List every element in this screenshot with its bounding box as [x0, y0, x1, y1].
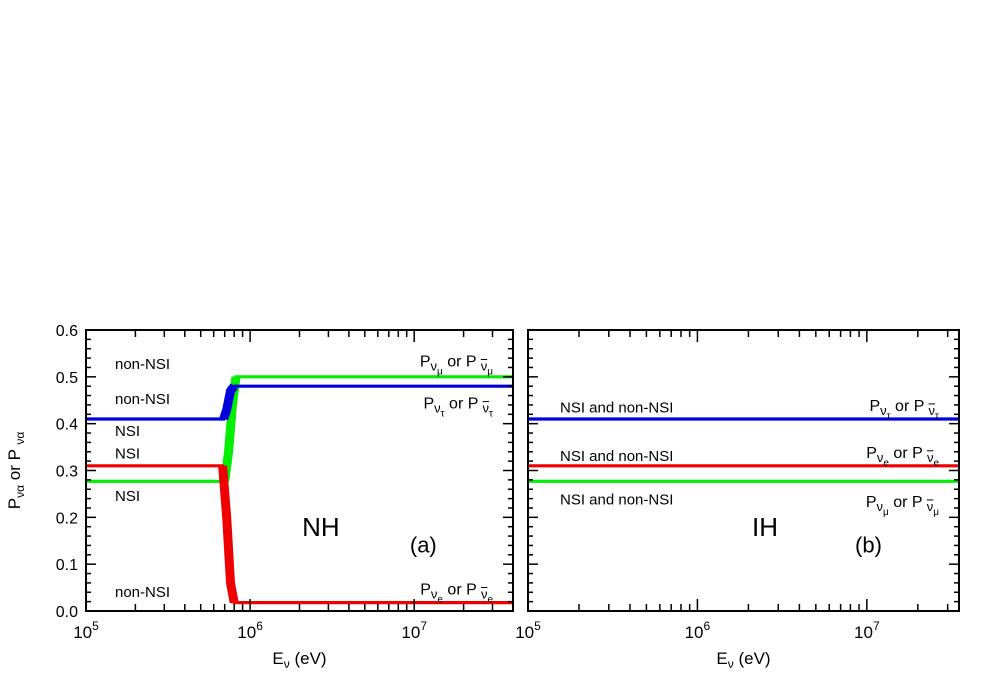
- antinu-subscript: ν: [929, 403, 936, 418]
- prob-symbol: P: [866, 494, 877, 511]
- y-tick-label: 0.3: [56, 464, 78, 481]
- x-tick-label: 105: [515, 619, 541, 642]
- y-tick-label: 0.1: [56, 557, 78, 574]
- x-axis-label: Eν (eV): [272, 649, 326, 671]
- antinu-subscript: ν: [927, 499, 934, 514]
- flavor-subscript: τ: [441, 409, 445, 420]
- tick-exponent: 5: [92, 619, 99, 633]
- tick-base: 10: [854, 623, 873, 642]
- flavor-subscript: τ: [935, 411, 939, 422]
- series-annotation: NSI and non-NSI: [560, 448, 673, 465]
- flavor-label-μ: Pνμ or P νμ: [866, 494, 939, 518]
- series-annotation: NSI and non-NSI: [560, 399, 673, 416]
- x-label-main: E: [272, 649, 283, 668]
- nu-subscript: ν: [431, 587, 438, 602]
- nu-subscript: ν: [431, 358, 438, 373]
- antinu-subscript: ν: [481, 358, 488, 373]
- x-tick-label: 107: [854, 619, 880, 642]
- flavor-subscript: μ: [933, 507, 939, 518]
- transition-band-e: [218, 465, 239, 604]
- nu-subscript: ν: [877, 450, 884, 465]
- antinu-subscript: ν: [481, 587, 488, 602]
- flavor-label-τ: Pντ or P ντ: [869, 398, 939, 422]
- y-tick-label: 0.4: [56, 417, 78, 434]
- tick-exponent: 7: [873, 619, 880, 633]
- tick-exponent: 6: [256, 619, 263, 633]
- y-tick-label: 0.6: [56, 323, 78, 340]
- flavor-label-τ: Pντ or P ντ: [423, 396, 493, 420]
- series-annotation: NSI: [115, 423, 140, 440]
- antinu-subscript: ν: [483, 401, 490, 416]
- x-axis-label: Eν (eV): [716, 649, 770, 671]
- x-tick-label: 105: [73, 619, 99, 642]
- series-annotation: NSI: [115, 446, 140, 463]
- flavor-label-e: Pνe or P νe: [420, 582, 493, 606]
- transition-band-τ: [219, 383, 238, 421]
- or-text: or P: [891, 398, 929, 415]
- panel-label: (a): [410, 532, 437, 557]
- or-text: or P: [445, 396, 483, 413]
- or-text: or P: [443, 582, 481, 599]
- x-label-sub: ν: [728, 657, 734, 671]
- y-axis-label: Pνα or P να: [5, 432, 27, 510]
- x-label-unit: (eV): [290, 649, 327, 668]
- prob-symbol: P: [869, 398, 880, 415]
- or-text: or P: [443, 353, 481, 370]
- x-label-main: E: [716, 649, 727, 668]
- y-label-bar-sub: να: [13, 432, 27, 445]
- series-annotation: NSI: [115, 488, 140, 505]
- nu-subscript: ν: [434, 401, 441, 416]
- flavor-label-μ: Pνμ or P νμ: [420, 353, 493, 377]
- tick-exponent: 6: [704, 619, 711, 633]
- axes-frame: [527, 329, 960, 612]
- tick-base: 10: [401, 623, 420, 642]
- flavor-subscript: μ: [883, 507, 889, 518]
- hierarchy-label: IH: [752, 512, 778, 542]
- tick-exponent: 7: [420, 619, 427, 633]
- tick-base: 10: [237, 623, 256, 642]
- prob-symbol: P: [866, 445, 877, 462]
- hierarchy-label: NH: [302, 512, 340, 542]
- flavor-label-e: Pνe or P νe: [866, 445, 939, 469]
- y-tick-label: 0.0: [56, 604, 78, 621]
- panel-label: (b): [855, 532, 882, 557]
- flavor-subscript: μ: [437, 366, 443, 377]
- or-text: or P: [889, 494, 927, 511]
- y-tick-label: 0.5: [56, 370, 78, 387]
- tick-base: 10: [515, 623, 534, 642]
- series-annotation: non-NSI: [115, 584, 170, 601]
- y-label-sub: να: [13, 485, 27, 498]
- flavor-subscript: e: [933, 458, 939, 469]
- flavor-subscript: e: [487, 595, 493, 606]
- flavor-subscript: e: [883, 458, 889, 469]
- tick-base: 10: [685, 623, 704, 642]
- x-label-unit: (eV): [734, 649, 771, 668]
- or-text: or P: [889, 445, 927, 462]
- series-annotation: non-NSI: [115, 391, 170, 408]
- prob-symbol: P: [420, 353, 431, 370]
- tick-exponent: 5: [534, 619, 541, 633]
- series-annotation: non-NSI: [115, 356, 170, 373]
- x-tick-label: 106: [237, 619, 263, 642]
- tick-base: 10: [73, 623, 92, 642]
- series-annotation: NSI and non-NSI: [560, 492, 673, 509]
- flavor-subscript: e: [437, 595, 443, 606]
- y-label-or: or P: [5, 445, 24, 485]
- prob-symbol: P: [420, 582, 431, 599]
- x-label-sub: ν: [284, 657, 290, 671]
- prob-symbol: P: [423, 396, 434, 413]
- flavor-subscript: μ: [487, 366, 493, 377]
- antinu-subscript: ν: [927, 450, 934, 465]
- x-tick-label: 107: [401, 619, 427, 642]
- y-tick-label: 0.2: [56, 510, 78, 527]
- y-label-main: P: [5, 498, 24, 509]
- flavor-subscript: τ: [887, 411, 891, 422]
- nu-subscript: ν: [877, 499, 884, 514]
- x-tick-label: 106: [685, 619, 711, 642]
- nu-subscript: ν: [880, 403, 887, 418]
- flavor-subscript: τ: [489, 409, 493, 420]
